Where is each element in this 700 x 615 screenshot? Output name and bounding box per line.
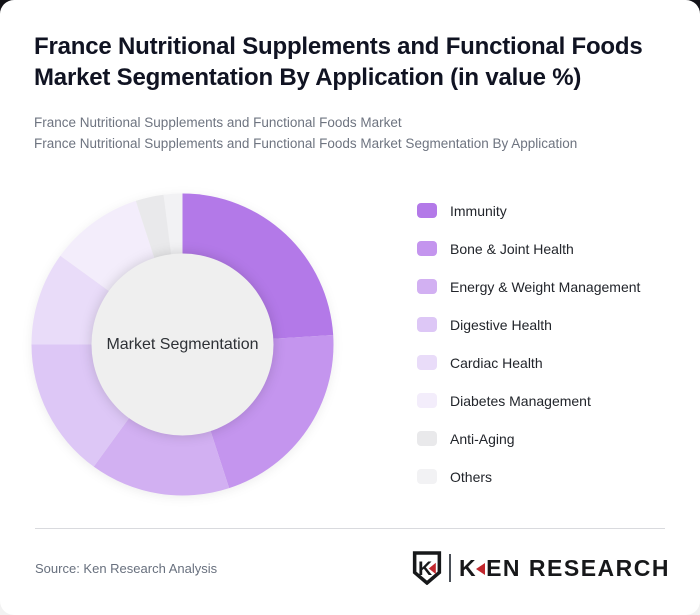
donut-center-label: Market Segmentation [106, 335, 259, 353]
legend-item-digestive-health: Digestive Health [417, 316, 640, 333]
legend-label: Cardiac Health [450, 354, 543, 371]
chart-legend: Immunity Bone & Joint Health Energy & We… [417, 202, 641, 485]
legend-swatch-immunity [417, 203, 437, 218]
donut-hole [91, 253, 274, 436]
legend-swatch-diabetes-management [417, 393, 437, 408]
legend-label: Diabetes Management [450, 392, 591, 409]
subtitle-line-1: France Nutritional Supplements and Funct… [34, 115, 402, 130]
legend-swatch-digestive-health [417, 317, 437, 332]
page-title: France Nutritional Supplements and Funct… [34, 33, 643, 91]
legend-item-bone-joint-health: Bone & Joint Health [417, 240, 640, 257]
legend-item-others: Others [417, 468, 640, 485]
legend-label: Bone & Joint Health [450, 240, 574, 257]
legend-label: Others [450, 468, 493, 485]
legend-swatch-bone-joint-health [417, 241, 437, 256]
legend-label: Immunity [450, 202, 507, 219]
donut-chart: Market Segmentation [31, 193, 334, 496]
legend-item-diabetes-management: Diabetes Management [417, 392, 640, 409]
source-text: Source: Ken Research Analysis [35, 561, 218, 576]
subtitle-line-2: France Nutritional Supplements and Funct… [34, 136, 578, 151]
logo-rest: EN RESEARCH [486, 554, 670, 581]
logo-red-triangle-icon [476, 563, 486, 575]
legend-item-immunity: Immunity [417, 202, 640, 219]
legend-swatch-energy-weight-management [417, 279, 437, 294]
legend-item-anti-aging: Anti-Aging [417, 430, 640, 447]
legend-swatch-anti-aging [417, 431, 437, 446]
legend-swatch-others [417, 469, 437, 484]
ken-shield-icon: K [412, 551, 442, 585]
donut-svg [31, 193, 334, 496]
footer-divider [35, 528, 665, 529]
logo-letter-k: K [458, 554, 478, 581]
legend-label: Digestive Health [450, 316, 552, 333]
shield-letter: K [418, 558, 432, 580]
legend-swatch-cardiac-health [417, 355, 437, 370]
legend-label: Anti-Aging [450, 430, 515, 447]
logo-divider-bar [448, 554, 451, 582]
ken-research-logo: K K EN RESEARCH [412, 551, 670, 585]
shield-red-triangle-icon [428, 562, 436, 575]
legend-item-energy-weight-management: Energy & Weight Management [417, 278, 641, 295]
legend-label: Energy & Weight Management [450, 278, 641, 295]
legend-item-cardiac-health: Cardiac Health [417, 354, 640, 371]
logo-wordmark: K EN RESEARCH [459, 555, 670, 582]
chart-subtitle: France Nutritional Supplements and Funct… [34, 112, 679, 154]
